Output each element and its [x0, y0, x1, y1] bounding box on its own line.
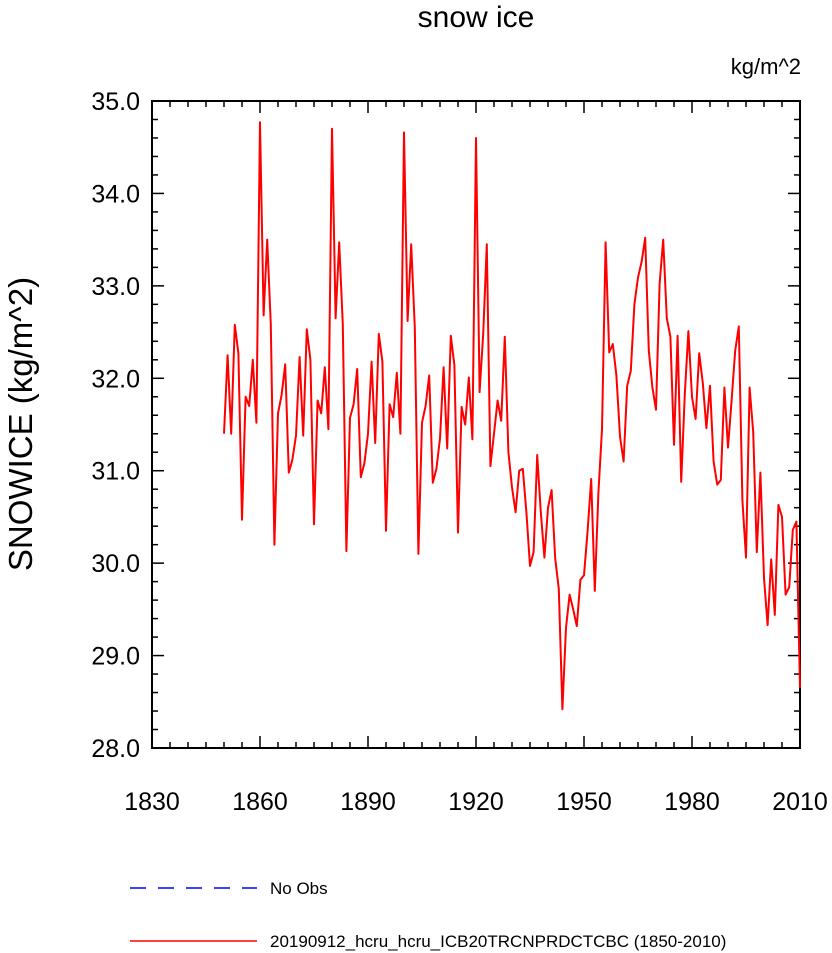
x-tick-label: 1950: [556, 788, 612, 816]
y-tick-label: 33.0: [91, 273, 140, 301]
y-axis-label: SNOWICE (kg/m^2): [2, 277, 39, 571]
series-lines: [223, 121, 801, 711]
legend-label: No Obs: [270, 879, 328, 898]
series-line: [223, 121, 801, 711]
y-tick-label: 29.0: [91, 643, 140, 671]
x-tick-label: 2010: [772, 788, 828, 816]
units-label: kg/m^2: [731, 54, 801, 79]
y-tick-label: 34.0: [91, 180, 140, 208]
y-tick-label: 28.0: [91, 735, 140, 763]
x-tick-label: 1890: [340, 788, 396, 816]
tick-labels: 1830 1860 1890 1920 1950 1980 2010 28.0 29.0 30.0…: [91, 88, 827, 816]
legend-label: 20190912_hcru_hcru_ICB20TRCNPRDCTCBC (18…: [270, 932, 726, 951]
y-tick-label: 31.0: [91, 458, 140, 486]
x-tick-label: 1920: [448, 788, 504, 816]
y-tick-label: 30.0: [91, 550, 140, 578]
x-tick-label: 1860: [232, 788, 288, 816]
chart-title: snow ice: [418, 1, 535, 34]
x-tick-label: 1980: [664, 788, 720, 816]
x-tick-label: 1830: [124, 788, 180, 816]
axis-ticks: [151, 100, 801, 749]
legend: No Obs 20190912_hcru_hcru_ICB20TRCNPRDCTC…: [130, 879, 726, 951]
y-tick-label: 35.0: [91, 88, 140, 116]
y-tick-label: 32.0: [91, 365, 140, 393]
